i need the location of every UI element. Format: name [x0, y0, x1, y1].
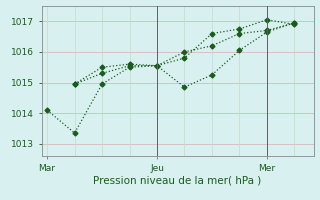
X-axis label: Pression niveau de la mer( hPa ): Pression niveau de la mer( hPa ) — [93, 175, 262, 185]
